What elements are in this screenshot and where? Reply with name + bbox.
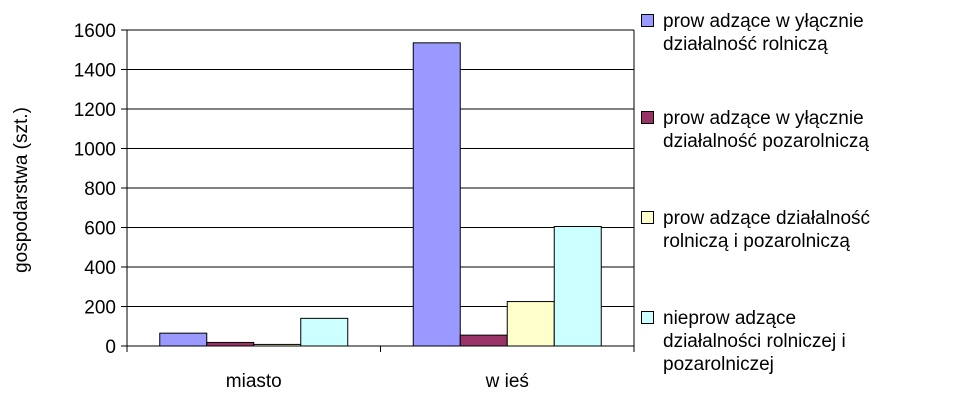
bar-chart: 0 200 400 600 800 1000 1200 1400 1600 miasto w ie… [11,21,635,392]
legend-item: nieprow adzące działalności rolniczej i … [639,307,846,376]
legend-swatch [641,14,654,27]
y-tick-label: 400 [84,258,116,279]
y-tick-label: 600 [84,219,116,240]
bars [159,42,602,347]
y-tick-label: 1000 [74,140,116,161]
bar [206,341,255,347]
legend-swatch [641,311,654,324]
bar [300,317,349,347]
legend-item: prow adzące w yłącznie działalność pozar… [639,107,869,153]
x-category-label: w ieś [485,371,529,392]
y-tick-label: 1600 [74,21,116,42]
y-tick-label: 1200 [74,100,116,121]
legend-item: prow adzące w yłącznie działalność rolni… [639,10,864,56]
legend-label: prow adzące w yłącznie działalność pozar… [663,108,869,152]
legend-swatch [641,211,654,224]
legend-label: prow adzące działalność rolniczą i pozar… [663,208,871,252]
x-category-label: miasto [226,371,282,392]
axes [121,29,635,352]
y-tick-labels: 0 200 400 600 800 1000 1200 1400 1600 [74,21,116,358]
legend-item: prow adzące działalność rolniczą i pozar… [639,207,870,253]
bar [159,332,208,347]
y-tick-label: 200 [84,298,116,319]
legend-label: nieprow adzące działalności rolniczej i … [663,308,846,375]
bar [553,226,602,347]
y-axis-label: gospodarstwa (szt.) [11,107,32,273]
y-tick-label: 800 [84,179,116,200]
gridlines [127,29,634,307]
legend-swatch [641,111,654,124]
y-tick-label: 0 [105,337,116,358]
y-tick-label: 1400 [74,61,116,82]
bar [506,301,555,347]
legend-label: prow adzące w yłącznie działalność rolni… [663,11,864,55]
bar [459,334,508,347]
bar [412,42,461,347]
x-category-labels: miasto w ieś [226,371,529,392]
